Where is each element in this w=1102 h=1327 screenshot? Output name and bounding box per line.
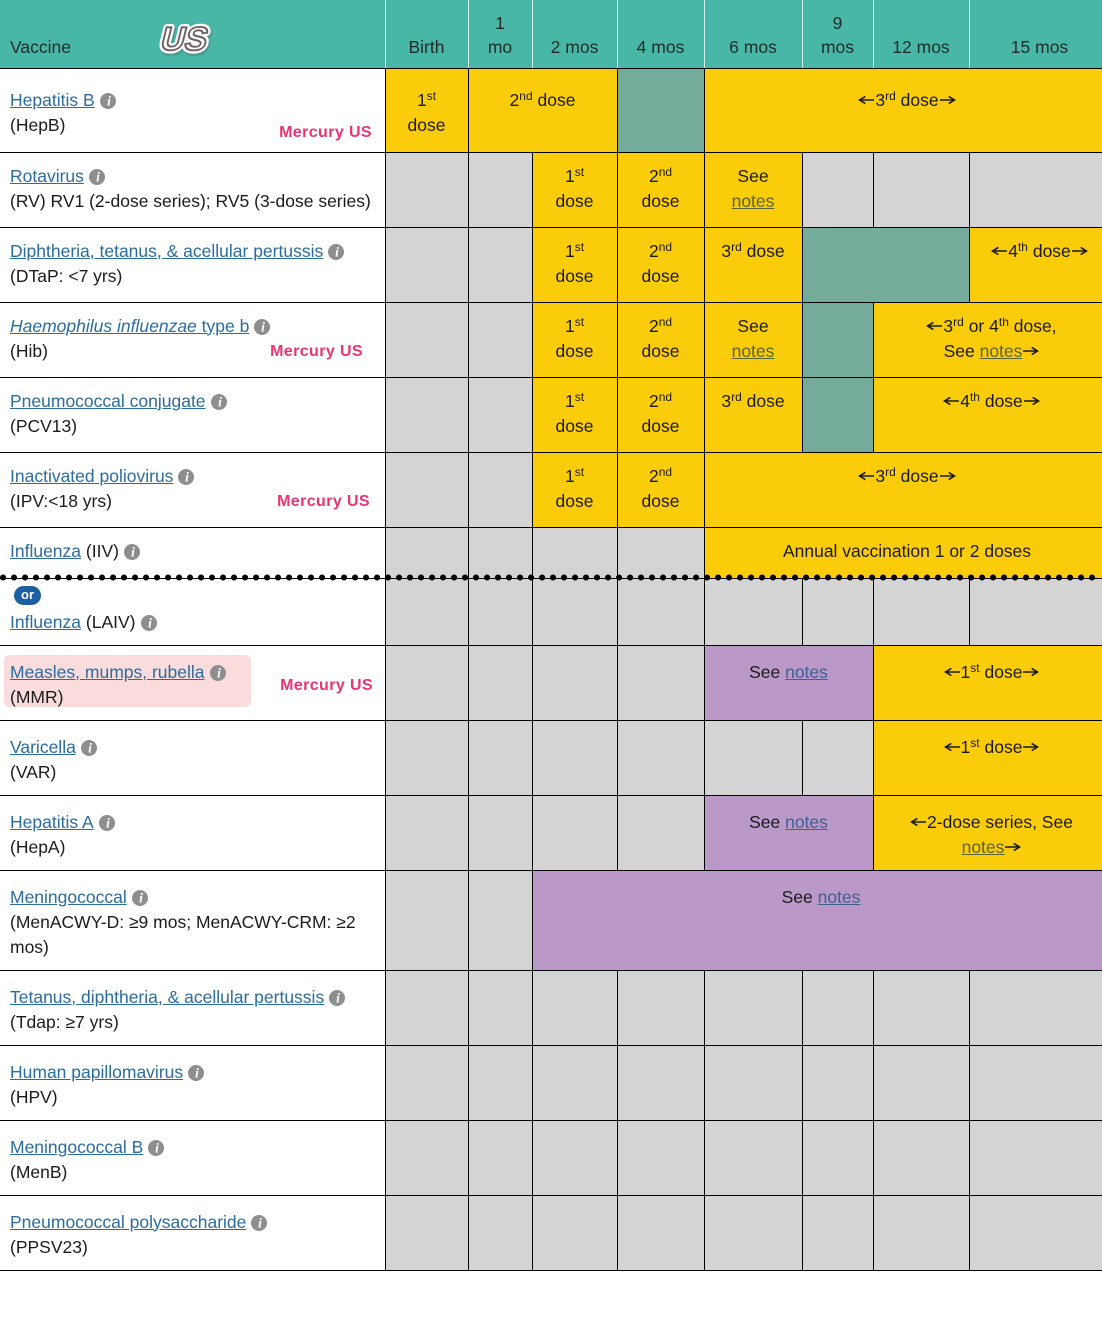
svg-text:i: i <box>148 615 152 630</box>
svg-text:i: i <box>217 665 221 680</box>
svg-text:US: US <box>157 21 212 57</box>
svg-text:i: i <box>139 890 143 905</box>
svg-text:i: i <box>195 1065 199 1080</box>
svg-text:i: i <box>259 1215 263 1230</box>
svg-text:i: i <box>218 394 222 409</box>
svg-text:i: i <box>335 244 339 259</box>
svg-text:i: i <box>107 93 111 108</box>
svg-text:i: i <box>106 815 110 830</box>
svg-text:i: i <box>131 544 135 559</box>
svg-text:i: i <box>186 469 190 484</box>
svg-text:i: i <box>155 1140 159 1155</box>
svg-text:i: i <box>88 740 92 755</box>
svg-text:i: i <box>261 319 265 334</box>
svg-text:i: i <box>336 990 340 1005</box>
svg-text:i: i <box>96 169 100 184</box>
